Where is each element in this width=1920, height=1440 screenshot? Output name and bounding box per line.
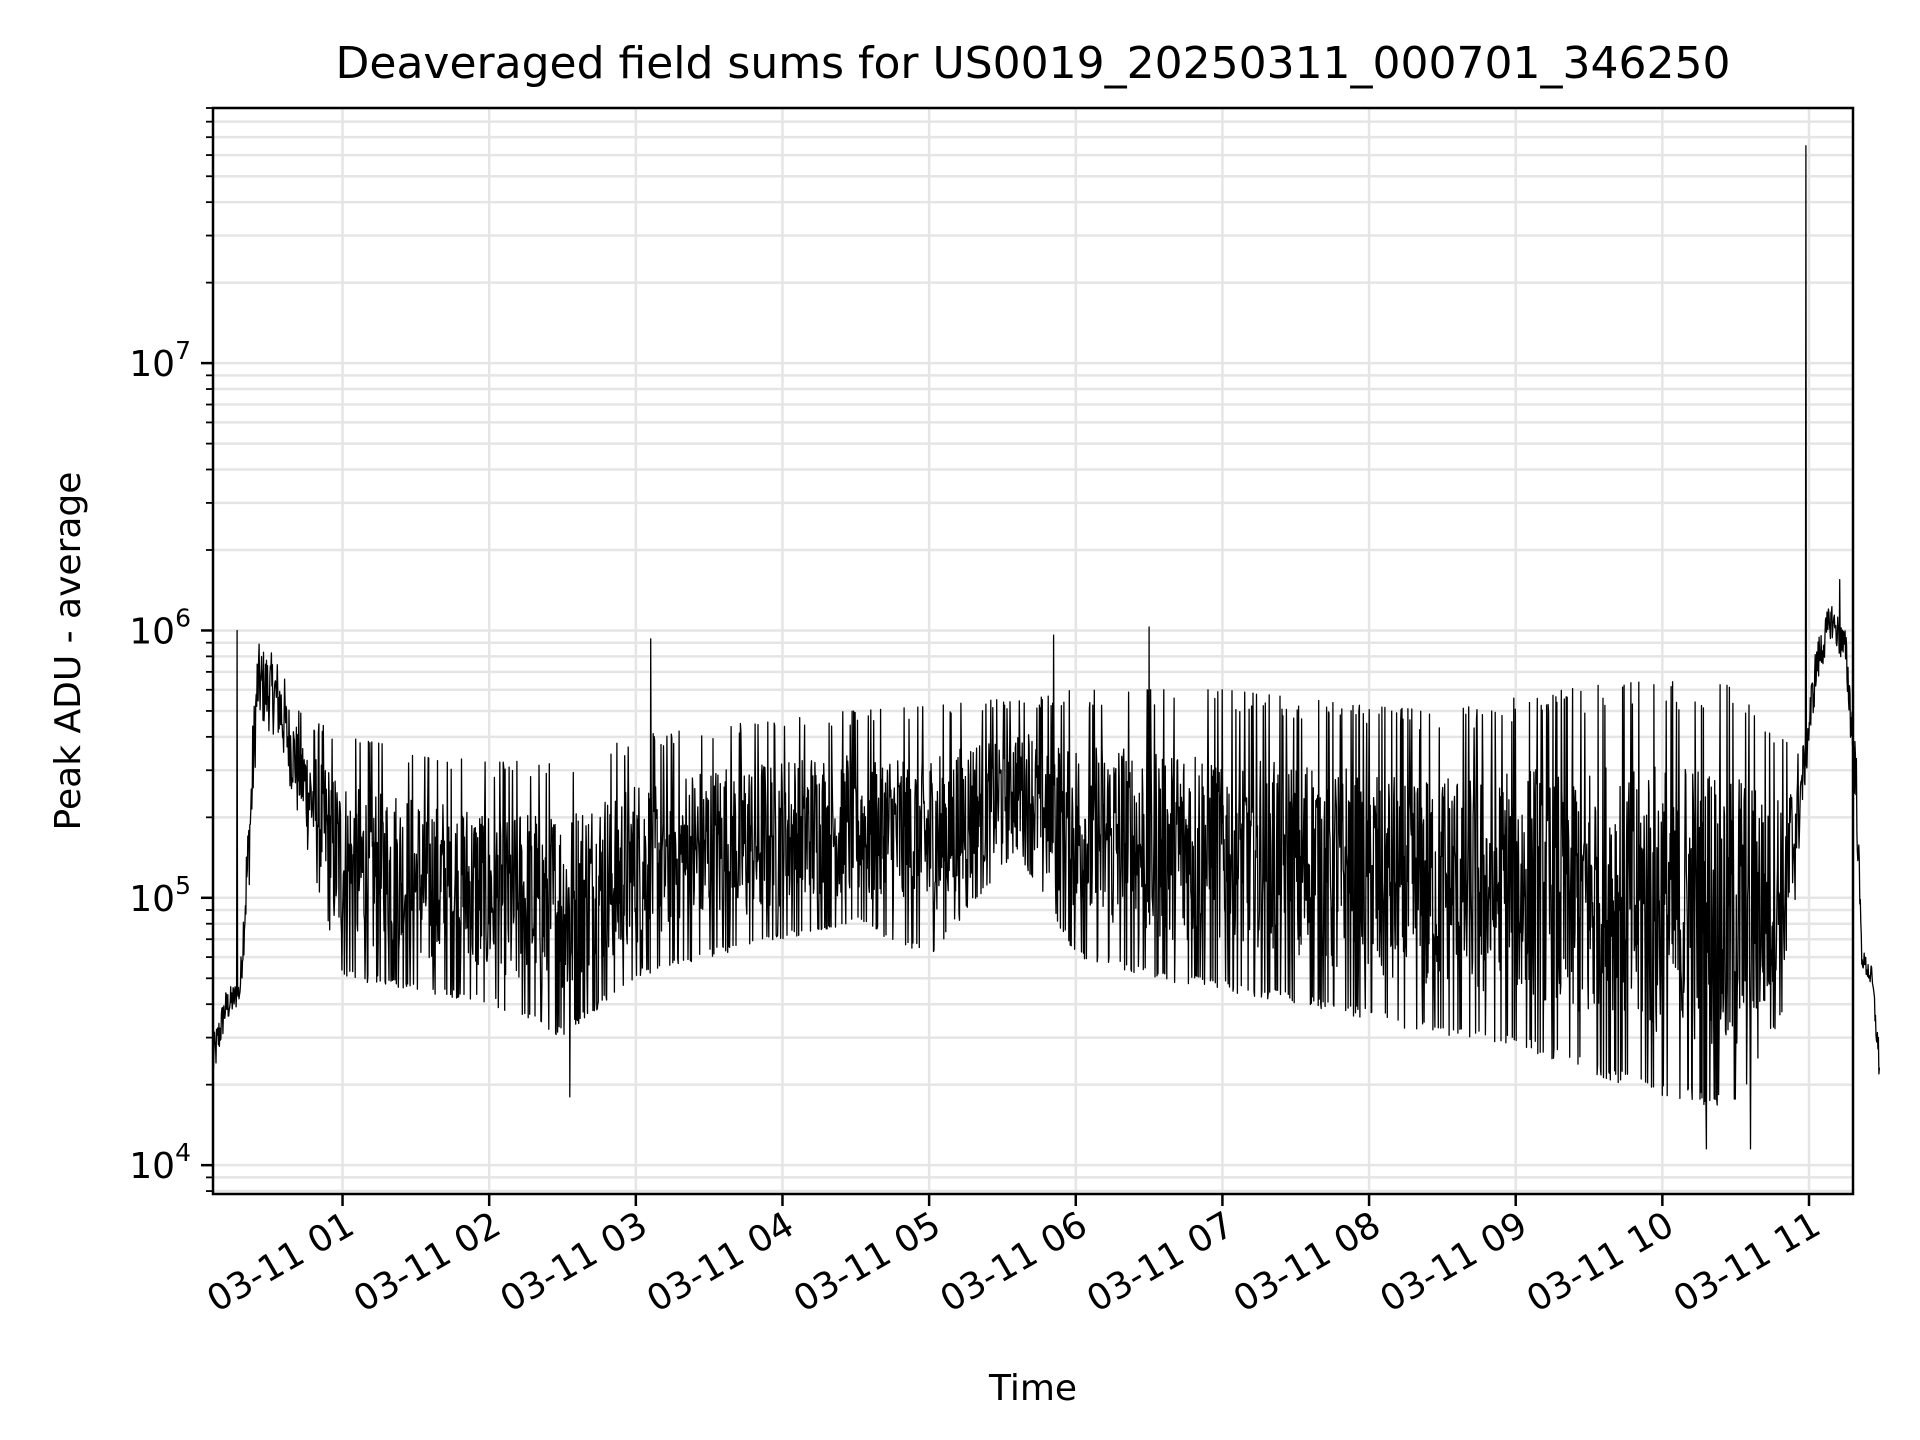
x-tick-label: 03-11 05 <box>787 1204 948 1320</box>
y-axis-label: Peak ADU - average <box>48 472 89 831</box>
x-tick-label: 03-11 11 <box>1667 1204 1828 1320</box>
y-tick-label: 106 <box>129 603 191 652</box>
y-tick-label: 105 <box>129 871 191 920</box>
x-tick-label: 03-11 02 <box>347 1204 508 1320</box>
x-tick-label: 03-11 03 <box>494 1204 655 1320</box>
x-tick-label: 03-11 01 <box>200 1204 361 1320</box>
x-tick-label: 03-11 07 <box>1080 1204 1241 1320</box>
y-tick-label: 104 <box>129 1138 191 1187</box>
series-line <box>212 145 1881 1150</box>
x-tick-label: 03-11 04 <box>640 1204 801 1320</box>
x-tick-label: 03-11 10 <box>1520 1204 1681 1320</box>
chart-title: Deaveraged field sums for US0019_2025031… <box>336 38 1731 89</box>
plot-frame <box>211 106 1855 1196</box>
x-tick-label: 03-11 06 <box>934 1204 1095 1320</box>
x-axis-label: Time <box>988 1368 1077 1409</box>
x-tick-label: 03-11 09 <box>1374 1204 1535 1320</box>
y-tick-label: 107 <box>129 336 191 385</box>
y-axis-ticks: 104 105 106 107 <box>129 107 213 1192</box>
series <box>212 145 1881 1150</box>
x-tick-label: 03-11 08 <box>1227 1204 1388 1320</box>
